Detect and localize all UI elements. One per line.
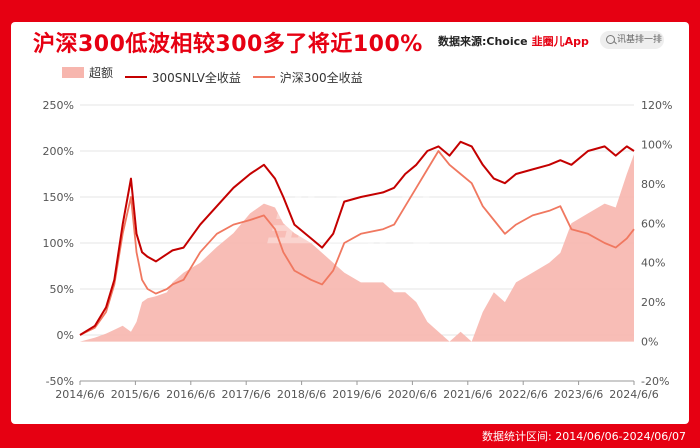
data-source: 数据来源:Choice 韭圈儿App	[438, 33, 589, 49]
legend-label-snlv: 300SNLV全收益	[151, 70, 241, 85]
legend-item-snlv: 300SNLV全收益	[124, 69, 241, 86]
data-source-choice: Choice	[486, 35, 528, 48]
x-tick-label: 2021/6/6	[443, 388, 492, 401]
legend-swatch-excess	[62, 67, 84, 78]
y-left-tick-label: 0%	[57, 329, 74, 342]
y-right-tick-label: 80%	[641, 178, 665, 191]
brand-logo: 韭圈儿App	[531, 35, 589, 48]
search-placeholder: 讯基排一排	[617, 35, 663, 45]
x-tick-label: 2019/6/6	[332, 388, 381, 401]
x-tick-label: 2022/6/6	[498, 388, 547, 401]
x-tick-label: 2020/6/6	[388, 388, 437, 401]
data-source-label: 数据来源:	[438, 35, 487, 48]
y-left-tick-label: 100%	[43, 237, 74, 250]
footer-date-range: 数据统计区间: 2014/06/06-2024/06/07	[482, 430, 686, 443]
legend-swatch-hs300	[252, 76, 275, 78]
y-right-tick-label: 0%	[641, 336, 658, 349]
page-title: 沪深300低波相较300多了将近100%	[33, 32, 423, 57]
y-right-tick-label: 40%	[641, 257, 665, 270]
x-tick-label: 2016/6/6	[166, 388, 215, 401]
search-box[interactable]: 讯基排一排	[600, 31, 664, 49]
legend-label-hs300: 沪深300全收益	[279, 70, 363, 85]
y-left-tick-label: 50%	[50, 283, 74, 296]
y-right-tick-label: 60%	[641, 217, 665, 230]
legend-item-hs300: 沪深300全收益	[252, 69, 363, 86]
y-right-tick-label: 20%	[641, 296, 665, 309]
y-left-tick-label: 200%	[43, 145, 74, 158]
series-line-snlv	[79, 140, 635, 336]
chart-legend: 超额 300SNLV全收益 沪深300全收益	[62, 64, 371, 86]
search-icon	[606, 35, 615, 44]
y-left-tick-label: 250%	[43, 99, 74, 112]
y-left-tick-label: 150%	[43, 191, 74, 204]
x-tick-label: 2015/6/6	[111, 388, 160, 401]
x-tick-label: 2018/6/6	[277, 388, 326, 401]
x-tick-label: 2014/6/6	[55, 388, 104, 401]
x-tick-label: 2024/6/6	[609, 388, 658, 401]
y-left-tick-label: -50%	[46, 375, 74, 388]
legend-item-excess: 超额	[62, 64, 113, 81]
x-tick-label: 2023/6/6	[554, 388, 603, 401]
y-right-tick-label: 100%	[641, 138, 672, 151]
legend-swatch-snlv	[124, 76, 147, 78]
y-right-tick-label: 120%	[641, 99, 672, 112]
legend-label-excess: 超额	[89, 66, 114, 80]
y-right-tick-label: -20%	[641, 375, 669, 388]
series-area-excess	[80, 154, 634, 342]
x-tick-label: 2017/6/6	[221, 388, 270, 401]
series-line-hs300	[79, 150, 635, 336]
